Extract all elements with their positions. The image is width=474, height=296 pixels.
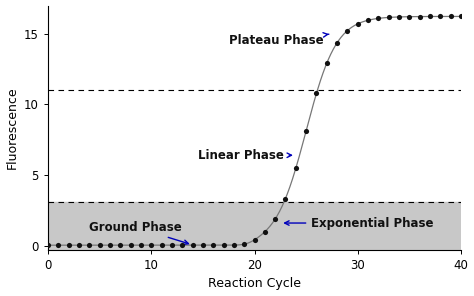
- Point: [127, 243, 135, 247]
- Text: Linear Phase: Linear Phase: [198, 149, 292, 162]
- Point: [44, 243, 52, 247]
- Point: [75, 243, 83, 247]
- Point: [168, 243, 176, 247]
- Point: [323, 61, 330, 65]
- Point: [395, 15, 403, 19]
- Bar: [48, 202, 461, 253]
- Point: [426, 14, 434, 19]
- Point: [374, 16, 382, 21]
- Point: [365, 18, 372, 22]
- Point: [158, 243, 165, 247]
- Point: [437, 14, 444, 19]
- Point: [302, 128, 310, 133]
- Point: [220, 243, 228, 247]
- Point: [333, 40, 341, 45]
- Point: [272, 217, 279, 221]
- X-axis label: Reaction Cycle: Reaction Cycle: [208, 277, 301, 290]
- Point: [55, 243, 62, 247]
- Point: [344, 28, 351, 33]
- Point: [137, 243, 145, 247]
- Point: [147, 243, 155, 247]
- Point: [199, 243, 207, 247]
- Point: [261, 229, 269, 234]
- Point: [447, 14, 455, 19]
- Point: [416, 14, 423, 19]
- Point: [230, 243, 237, 247]
- Point: [313, 91, 320, 96]
- Point: [240, 242, 248, 247]
- Text: Ground Phase: Ground Phase: [89, 221, 189, 244]
- Text: Plateau Phase: Plateau Phase: [228, 33, 329, 47]
- Point: [106, 243, 114, 247]
- Point: [210, 243, 217, 247]
- Point: [96, 243, 103, 247]
- Y-axis label: Fluorescence: Fluorescence: [6, 86, 18, 169]
- Point: [385, 15, 392, 20]
- Point: [282, 196, 289, 201]
- Point: [292, 166, 300, 171]
- Point: [189, 243, 196, 247]
- Point: [85, 243, 93, 247]
- Text: Exponential Phase: Exponential Phase: [285, 217, 434, 229]
- Point: [117, 243, 124, 247]
- Point: [354, 21, 362, 26]
- Point: [65, 243, 73, 247]
- Point: [178, 243, 186, 247]
- Point: [251, 237, 258, 242]
- Point: [457, 14, 465, 19]
- Point: [406, 14, 413, 19]
